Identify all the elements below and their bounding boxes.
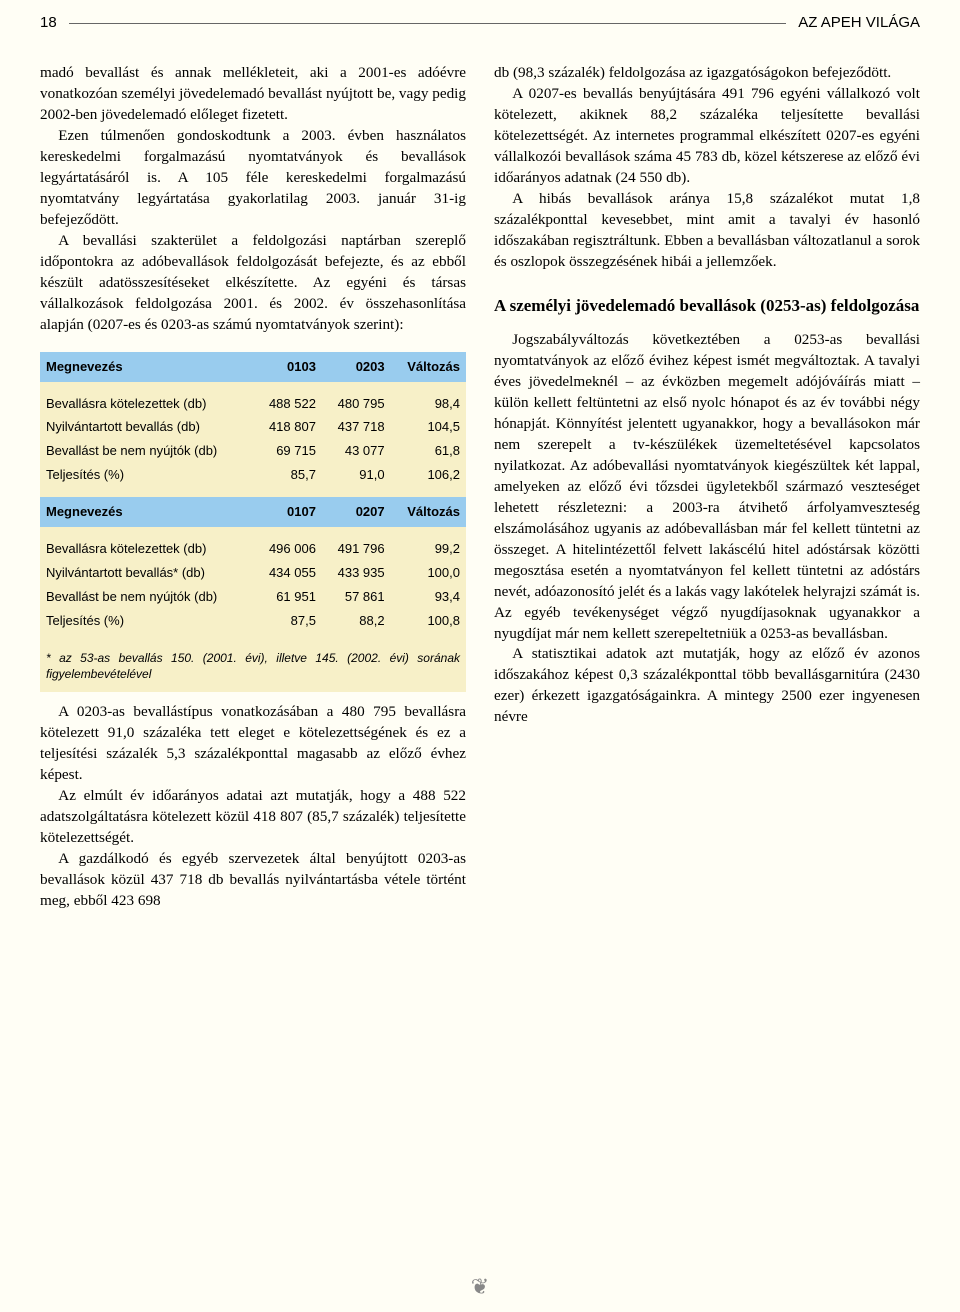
- page-ornament-icon: ❦: [471, 1274, 489, 1300]
- cell: 61,8: [391, 439, 466, 463]
- right-column: db (98,3 százalék) feldolgozása az igazg…: [494, 63, 920, 912]
- cell: Teljesítés (%): [40, 463, 253, 487]
- body-text: A 0207-es bevallás benyújtására 491 796 …: [494, 84, 920, 189]
- cell: Bevallásra kötelezettek (db): [40, 392, 253, 416]
- cell: 57 861: [322, 585, 391, 609]
- cell: 98,4: [391, 392, 466, 416]
- header-rule: [69, 23, 787, 24]
- col-header: 0107: [253, 497, 322, 527]
- table-footnote: * az 53-as bevallás 150. (2001. évi), il…: [40, 643, 466, 692]
- content-area: madó bevallást és annak mellékleteit, ak…: [0, 39, 960, 912]
- cell: 69 715: [253, 439, 322, 463]
- body-text: A gazdálkodó és egyéb szervezetek által …: [40, 849, 466, 912]
- table-header-row: Megnevezés 0107 0207 Változás: [40, 497, 466, 527]
- cell: 437 718: [322, 415, 391, 439]
- body-text: madó bevallást és annak mellékleteit, ak…: [40, 63, 466, 126]
- cell: 488 522: [253, 392, 322, 416]
- cell: 87,5: [253, 609, 322, 633]
- table-row: Nyilvántartott bevallás* (db) 434 055 43…: [40, 561, 466, 585]
- table-row: Nyilvántartott bevallás (db) 418 807 437…: [40, 415, 466, 439]
- table-0103-0203: Megnevezés 0103 0203 Változás Bevallásra…: [40, 352, 466, 498]
- body-text: A hibás bevallások aránya 15,8 százaléko…: [494, 189, 920, 273]
- col-header: Változás: [391, 352, 466, 382]
- table-0107-0207: Megnevezés 0107 0207 Változás Bevallásra…: [40, 497, 466, 643]
- cell: 106,2: [391, 463, 466, 487]
- cell: 91,0: [322, 463, 391, 487]
- col-header: Megnevezés: [40, 352, 253, 382]
- cell: Teljesítés (%): [40, 609, 253, 633]
- cell: 480 795: [322, 392, 391, 416]
- table-row: Teljesítés (%) 87,5 88,2 100,8: [40, 609, 466, 633]
- cell: 418 807: [253, 415, 322, 439]
- cell: Bevallásra kötelezettek (db): [40, 537, 253, 561]
- cell: 43 077: [322, 439, 391, 463]
- cell: Nyilvántartott bevallás (db): [40, 415, 253, 439]
- subheading: A személyi jövedelemadó bevallások (0253…: [494, 295, 920, 316]
- table-row: Bevallást be nem nyújtók (db) 69 715 43 …: [40, 439, 466, 463]
- body-text: Jogszabályváltozás következtében a 0253-…: [494, 330, 920, 645]
- body-text: db (98,3 százalék) feldolgozása az igazg…: [494, 63, 920, 84]
- tables-block: Megnevezés 0103 0203 Változás Bevallásra…: [40, 352, 466, 693]
- cell: 100,8: [391, 609, 466, 633]
- cell: 104,5: [391, 415, 466, 439]
- col-header: 0207: [322, 497, 391, 527]
- col-header: 0203: [322, 352, 391, 382]
- body-text: Az elmúlt év időarányos adatai azt mutat…: [40, 786, 466, 849]
- body-text: Ezen túlmenően gondoskodtunk a 2003. évb…: [40, 126, 466, 231]
- left-column: madó bevallást és annak mellékleteit, ak…: [40, 63, 466, 912]
- section-title: AZ APEH VILÁGA: [798, 14, 920, 31]
- table-row: Teljesítés (%) 85,7 91,0 106,2: [40, 463, 466, 487]
- cell: 93,4: [391, 585, 466, 609]
- cell: Bevallást be nem nyújtók (db): [40, 585, 253, 609]
- cell: 496 006: [253, 537, 322, 561]
- cell: Nyilvántartott bevallás* (db): [40, 561, 253, 585]
- page-number: 18: [40, 14, 57, 31]
- body-text: A bevallási szakterület a feldolgozási n…: [40, 231, 466, 336]
- table-header-row: Megnevezés 0103 0203 Változás: [40, 352, 466, 382]
- body-text: A 0203-as bevallástípus vonatkozásában a…: [40, 702, 466, 786]
- body-text: A statisztikai adatok azt mutatják, hogy…: [494, 644, 920, 728]
- cell: 61 951: [253, 585, 322, 609]
- table-row: Bevallásra kötelezettek (db) 496 006 491…: [40, 537, 466, 561]
- cell: 85,7: [253, 463, 322, 487]
- cell: 100,0: [391, 561, 466, 585]
- cell: 491 796: [322, 537, 391, 561]
- page-header: 18 AZ APEH VILÁGA: [0, 0, 960, 39]
- cell: 88,2: [322, 609, 391, 633]
- col-header: 0103: [253, 352, 322, 382]
- table-row: Bevallásra kötelezettek (db) 488 522 480…: [40, 392, 466, 416]
- col-header: Változás: [391, 497, 466, 527]
- table-row: Bevallást be nem nyújtók (db) 61 951 57 …: [40, 585, 466, 609]
- cell: 433 935: [322, 561, 391, 585]
- cell: Bevallást be nem nyújtók (db): [40, 439, 253, 463]
- cell: 434 055: [253, 561, 322, 585]
- cell: 99,2: [391, 537, 466, 561]
- col-header: Megnevezés: [40, 497, 253, 527]
